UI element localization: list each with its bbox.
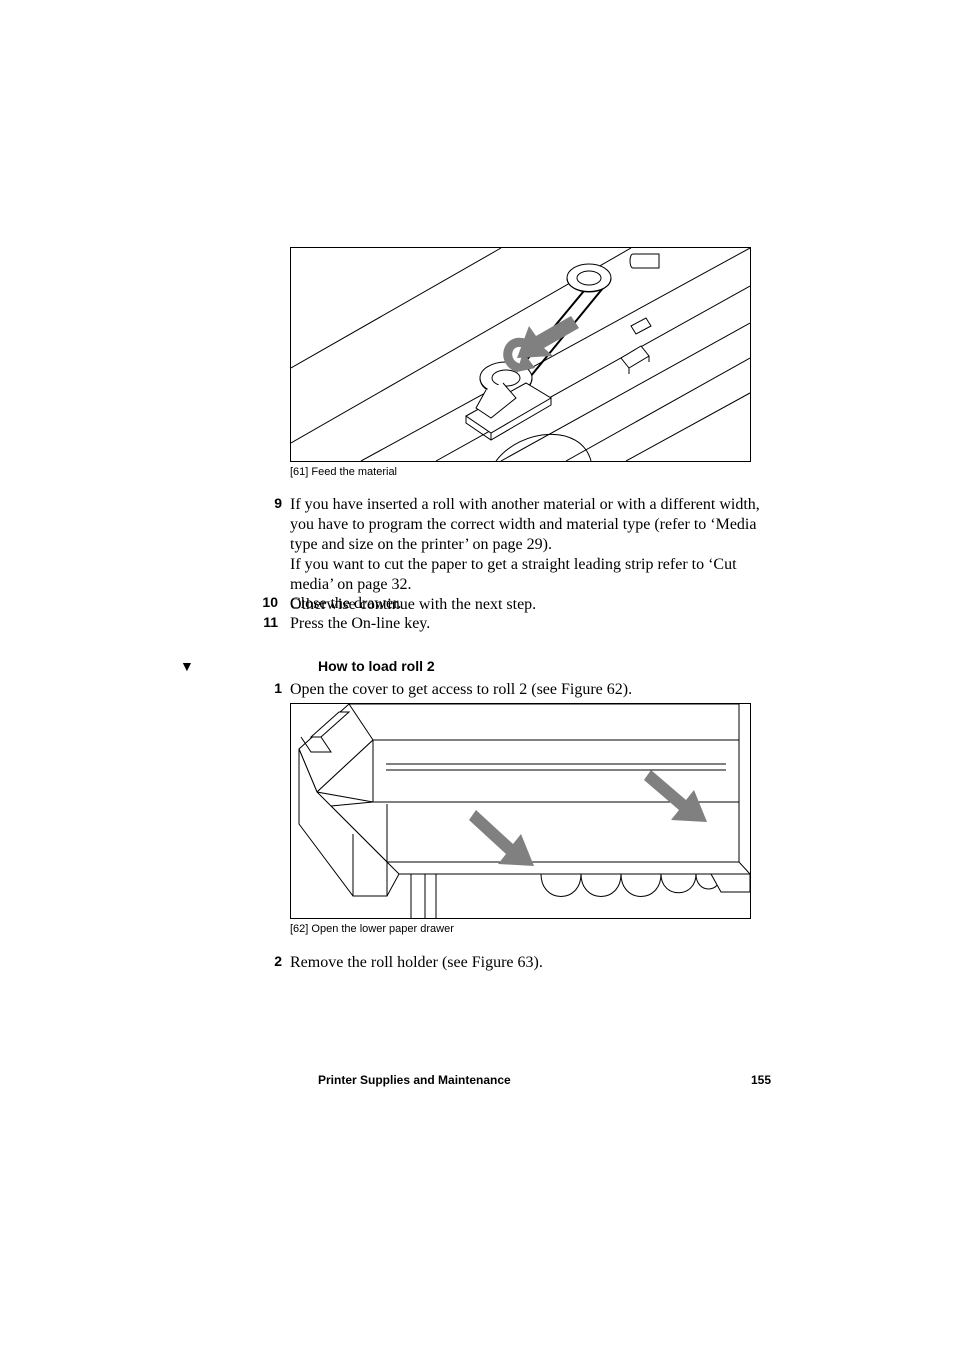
step-9-line-2: have to program the correct width and ma…	[290, 516, 756, 553]
step-number-10: 10	[254, 594, 278, 610]
step-11-text: Press the On-line key.	[290, 614, 760, 634]
figure-62-open-drawer	[290, 703, 751, 919]
step-number-11: 11	[254, 614, 278, 630]
step-10-text: Close the drawer.	[290, 594, 760, 614]
section-bullet-icon: ▼	[180, 658, 194, 674]
section-heading-load-roll-2: How to load roll 2	[318, 658, 435, 674]
figure-61-caption: [61] Feed the material	[290, 466, 397, 478]
step-number-2: 2	[258, 953, 282, 969]
footer-section-title: Printer Supplies and Maintenance	[318, 1073, 511, 1087]
step-1-text: Open the cover to get access to roll 2 (…	[290, 680, 760, 700]
figure-62-caption: [62] Open the lower paper drawer	[290, 923, 454, 935]
step-number-9: 9	[258, 495, 282, 511]
step-2-text: Remove the roll holder (see Figure 63).	[290, 953, 760, 973]
footer-page-number: 155	[751, 1073, 771, 1087]
manual-page: [61] Feed the material 9 If you have ins…	[0, 0, 954, 1351]
step-number-1: 1	[258, 680, 282, 696]
figure-61-feed-material	[290, 247, 751, 462]
step-9-line-3: If you want to cut the paper to get a st…	[290, 556, 737, 593]
